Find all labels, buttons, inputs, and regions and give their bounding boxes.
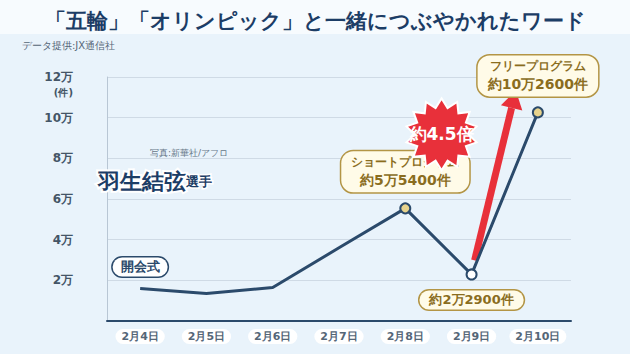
svg-text:約5万5400件: 約5万5400件 — [359, 172, 451, 188]
svg-text:2万: 2万 — [53, 273, 73, 287]
svg-text:フリープログラム: フリープログラム — [490, 59, 586, 73]
svg-text:選手: 選手 — [185, 174, 212, 189]
svg-text:約10万2600件: 約10万2600件 — [487, 76, 588, 92]
svg-text:10万: 10万 — [44, 111, 73, 125]
svg-text:4万: 4万 — [53, 233, 73, 247]
svg-text:8万: 8万 — [53, 151, 73, 165]
svg-text:2月8日: 2月8日 — [387, 330, 424, 343]
svg-text:(件): (件) — [54, 87, 73, 98]
svg-text:2月10日: 2月10日 — [515, 330, 560, 343]
svg-text:羽生結弦: 羽生結弦 — [97, 169, 186, 194]
svg-text:2月6日: 2月6日 — [254, 330, 291, 343]
svg-text:写真:新華社/アフロ: 写真:新華社/アフロ — [150, 148, 228, 158]
svg-text:ショートプログラム: ショートプログラム — [351, 155, 460, 170]
svg-text:6万: 6万 — [53, 192, 73, 206]
svg-text:2月5日: 2月5日 — [188, 330, 225, 343]
svg-text:2月9日: 2月9日 — [453, 330, 490, 343]
svg-text:2月4日: 2月4日 — [121, 330, 158, 343]
svg-text:12万: 12万 — [44, 70, 73, 84]
svg-text:約2万2900件: 約2万2900件 — [428, 292, 513, 307]
svg-text:「五輪」「オリンピック」と一緒につぶやかれたワード: 「五輪」「オリンピック」と一緒につぶやかれたワード — [45, 9, 586, 33]
svg-text:2月7日: 2月7日 — [320, 330, 357, 343]
svg-text:約4.5倍: 約4.5倍 — [409, 124, 474, 144]
svg-text:開会式: 開会式 — [121, 259, 160, 274]
svg-text:データ提供:JX通信社: データ提供:JX通信社 — [22, 40, 115, 51]
